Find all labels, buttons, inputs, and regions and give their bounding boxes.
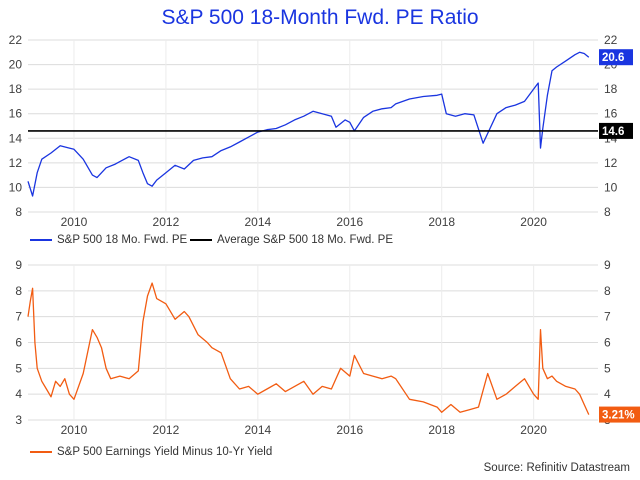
y-tick-label-left: 7 (15, 310, 22, 324)
x-tick-label: 2018 (428, 423, 455, 437)
x-tick-label: 2010 (61, 423, 88, 437)
y-tick-label-left: 4 (15, 387, 22, 401)
ey-last-value-label: 3.21% (599, 406, 640, 423)
series-line (27, 51, 590, 197)
x-tick-label: 2016 (336, 215, 363, 229)
x-tick-label: 2016 (336, 423, 363, 437)
y-tick-label-right: 12 (604, 156, 618, 170)
chart-title: S&P 500 18-Month Fwd. PE Ratio (161, 6, 479, 29)
pe-ratio-chart: 8810101212141416161818202022222010201220… (9, 33, 633, 229)
y-tick-label-left: 10 (9, 180, 23, 194)
legend-ey-label: S&P 500 Earnings Yield Minus 10-Yr Yield (57, 446, 273, 458)
y-tick-label-right: 7 (604, 310, 611, 324)
x-tick-label: 2014 (244, 423, 271, 437)
y-tick-label-left: 8 (15, 205, 22, 219)
y-tick-label-right: 16 (604, 107, 618, 121)
avg-value-label-bg (599, 122, 633, 139)
y-tick-label-left: 8 (15, 284, 22, 298)
y-tick-label-right: 10 (604, 180, 618, 194)
series-line (27, 282, 590, 415)
y-tick-label-right: 22 (604, 33, 618, 47)
legend-pe-swatch (30, 239, 52, 241)
y-tick-label-left: 14 (9, 131, 23, 145)
legend-ey-swatch (30, 451, 52, 453)
earnings-yield-chart: 334455667788992010201220142016201820203.… (15, 258, 640, 437)
legend-ey: S&P 500 Earnings Yield Minus 10-Yr Yield (30, 446, 272, 458)
legend-pe-label: S&P 500 18 Mo. Fwd. PE (57, 234, 188, 246)
legend-pe: S&P 500 18 Mo. Fwd. PE (30, 234, 187, 246)
y-tick-label-left: 18 (9, 82, 23, 96)
y-tick-label-left: 22 (9, 33, 23, 47)
x-tick-label: 2012 (153, 215, 180, 229)
ey-last-value-label-text: 3.21% (602, 410, 635, 422)
legend-avg: Average S&P 500 18 Mo. Fwd. PE (190, 234, 393, 246)
x-tick-label: 2014 (244, 215, 271, 229)
x-tick-label: 2010 (61, 215, 88, 229)
x-tick-label: 2020 (520, 423, 547, 437)
legend-avg-label: Average S&P 500 18 Mo. Fwd. PE (217, 234, 394, 246)
avg-value-label: 14.6 (599, 122, 633, 139)
x-tick-label: 2012 (153, 423, 180, 437)
legend-avg-swatch (190, 239, 212, 241)
y-tick-label-left: 3 (15, 413, 22, 427)
y-tick-label-left: 5 (15, 361, 22, 375)
x-tick-label: 2020 (520, 215, 547, 229)
y-tick-label-right: 5 (604, 361, 611, 375)
pe-last-value-label-text: 20.6 (602, 52, 624, 64)
y-tick-label-right: 6 (604, 336, 611, 350)
y-tick-label-left: 9 (15, 258, 22, 272)
ey-last-value-label-bg (599, 406, 640, 423)
y-tick-label-left: 6 (15, 336, 22, 350)
pe-last-value-label-bg (599, 49, 633, 66)
avg-value-label-text: 14.6 (602, 126, 624, 138)
y-tick-label-left: 16 (9, 107, 23, 121)
y-tick-label-right: 8 (604, 205, 611, 219)
y-tick-label-right: 4 (604, 387, 611, 401)
pe-last-value-label: 20.6 (599, 49, 633, 66)
y-tick-label-left: 20 (9, 58, 23, 72)
y-tick-label-left: 12 (9, 156, 23, 170)
y-tick-label-right: 18 (604, 82, 618, 96)
x-tick-label: 2018 (428, 215, 455, 229)
y-tick-label-right: 9 (604, 258, 611, 272)
source-note: Source: Refinitiv Datastream (483, 462, 630, 474)
y-tick-label-right: 8 (604, 284, 611, 298)
